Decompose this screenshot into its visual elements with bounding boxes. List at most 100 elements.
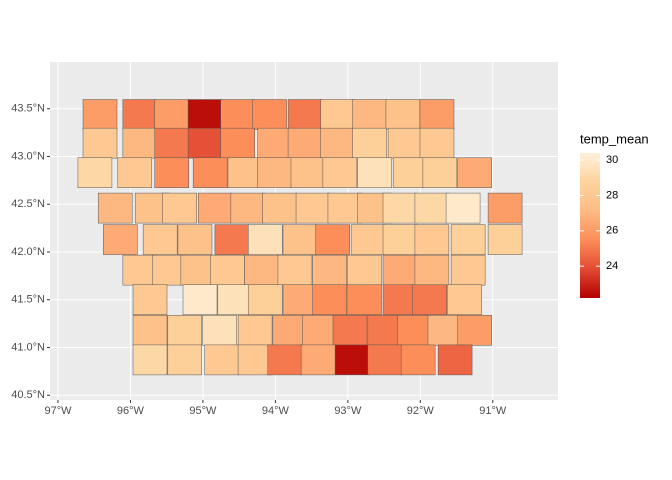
- county: [210, 254, 245, 286]
- county: [352, 127, 387, 159]
- county: [247, 224, 283, 255]
- county: [382, 224, 418, 255]
- county: [162, 192, 197, 224]
- y-tick-label: 42.5°N: [11, 198, 45, 210]
- county: [154, 157, 189, 189]
- county: [192, 157, 228, 189]
- county: [287, 127, 323, 159]
- county: [252, 99, 287, 130]
- county: [347, 284, 382, 315]
- y-tick-label: 41.0°N: [11, 341, 45, 353]
- y-tick-label: 40.5°N: [11, 389, 45, 401]
- county: [180, 254, 216, 286]
- county: [272, 315, 308, 346]
- x-tick-label: 93°W: [334, 405, 362, 417]
- county: [385, 99, 421, 130]
- county: [187, 99, 223, 130]
- county: [312, 254, 347, 286]
- county: [419, 99, 455, 130]
- county: [82, 99, 118, 130]
- county: [437, 344, 473, 376]
- county: [167, 315, 203, 346]
- county: [204, 344, 239, 376]
- x-tick-label: 97°W: [44, 405, 72, 417]
- county: [295, 192, 331, 224]
- county: [347, 254, 382, 286]
- county: [220, 127, 255, 159]
- county: [447, 284, 482, 315]
- county: [167, 344, 203, 376]
- county: [117, 157, 153, 189]
- county: [387, 127, 423, 159]
- county: [382, 254, 418, 286]
- county: [177, 224, 213, 255]
- county: [412, 284, 447, 315]
- county: [392, 157, 428, 189]
- county: [182, 284, 218, 315]
- county: [282, 284, 318, 315]
- county: [320, 99, 355, 130]
- county: [334, 344, 370, 376]
- county: [227, 157, 263, 189]
- county: [367, 315, 403, 346]
- county: [187, 127, 223, 159]
- county: [230, 192, 266, 224]
- county: [382, 284, 418, 315]
- county: [122, 254, 158, 286]
- county: [132, 344, 168, 376]
- county: [450, 224, 486, 255]
- county: [262, 192, 297, 224]
- county: [257, 157, 292, 189]
- county: [327, 192, 363, 224]
- legend-label: 24: [606, 260, 618, 272]
- county: [282, 224, 318, 255]
- county: [97, 192, 133, 224]
- y-tick-label: 43.0°N: [11, 150, 45, 162]
- county: [367, 344, 403, 376]
- county: [197, 192, 233, 224]
- x-tick-label: 91°W: [479, 405, 507, 417]
- county: [290, 157, 326, 189]
- county: [103, 224, 138, 255]
- county: [287, 99, 323, 130]
- legend-title: temp_mean: [580, 131, 649, 146]
- county: [237, 315, 273, 346]
- county: [277, 254, 313, 286]
- county: [352, 99, 387, 130]
- y-tick-label: 43.5°N: [11, 103, 45, 115]
- county: [202, 315, 237, 346]
- y-tick-label: 42.0°N: [11, 246, 45, 258]
- county: [357, 157, 392, 189]
- county: [122, 99, 158, 130]
- county: [457, 315, 492, 346]
- county: [82, 127, 118, 159]
- county: [397, 315, 432, 346]
- county: [400, 344, 436, 376]
- county: [457, 157, 492, 189]
- county: [77, 157, 113, 189]
- county: [267, 344, 303, 376]
- county: [247, 284, 283, 315]
- county: [214, 224, 250, 255]
- county: [427, 315, 463, 346]
- x-tick-label: 95°W: [189, 405, 217, 417]
- legend-label: 28: [606, 189, 618, 201]
- county: [132, 315, 168, 346]
- y-tick-label: 41.5°N: [11, 294, 45, 306]
- county: [302, 315, 337, 346]
- county: [422, 157, 458, 189]
- county: [220, 99, 255, 130]
- county: [217, 284, 253, 315]
- county: [445, 192, 481, 224]
- county: [414, 254, 450, 286]
- x-tick-label: 92°W: [407, 405, 435, 417]
- county: [132, 284, 168, 315]
- county: [414, 224, 450, 255]
- county: [315, 224, 350, 255]
- county: [487, 224, 523, 255]
- county: [300, 344, 336, 376]
- county: [322, 157, 358, 189]
- county: [154, 99, 189, 130]
